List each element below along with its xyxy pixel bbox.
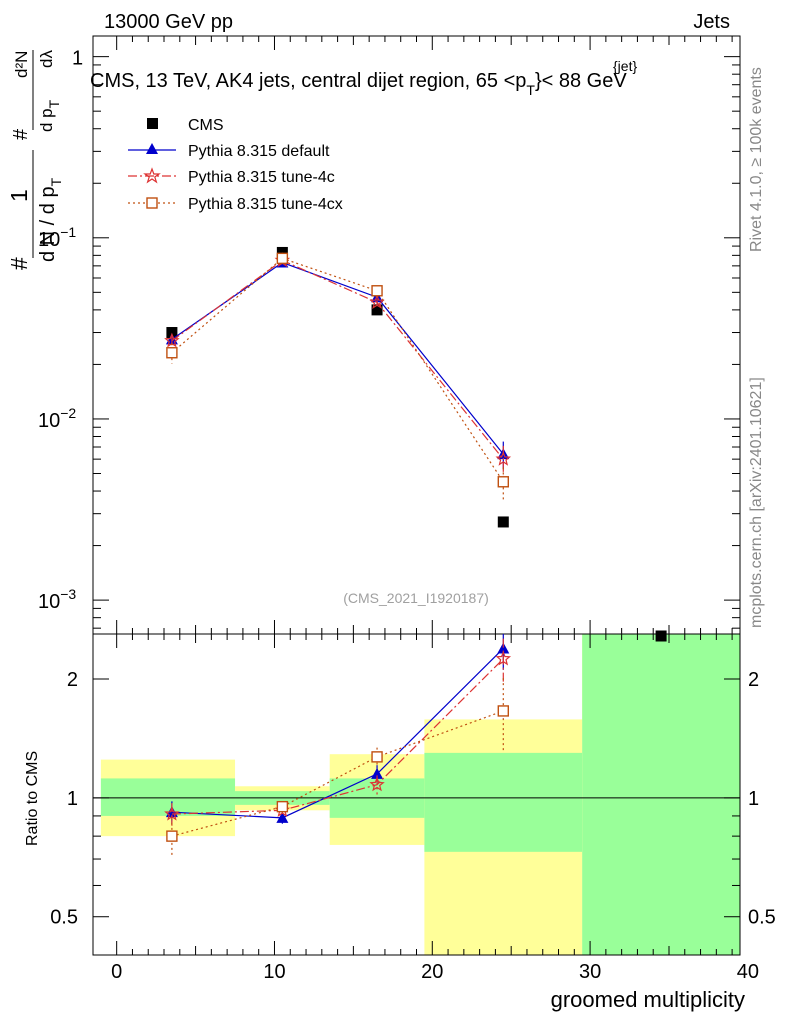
x-tick-label: 10 (263, 961, 285, 983)
ylabel-numerator: 1 (6, 189, 32, 202)
cms-data-point (497, 516, 509, 528)
ylabel-hash1: # (6, 257, 32, 270)
y-tick-label-bottom: 1 (67, 788, 78, 810)
y-tick-label-bottom: 0.5 (50, 907, 78, 929)
y-axis-label-bottom: Ratio to CMS (24, 751, 41, 846)
series-1-line-ratio (171, 658, 504, 815)
series-1-marker-ratio (369, 776, 385, 792)
y-tick-label-top: 10−3 (38, 586, 76, 613)
x-tick-label: 20 (421, 961, 443, 983)
series-0-line-top (171, 261, 504, 455)
series-1-marker-ratio (495, 650, 512, 666)
legend-marker-4cx (146, 197, 158, 209)
x-tick-label: 0 (111, 961, 122, 983)
ylabel-ratio-den: d pT (37, 99, 62, 132)
bottom-panel-frame (92, 633, 741, 956)
series-2-marker-top (276, 252, 289, 265)
ylabel-ratio-end: dλ (37, 50, 56, 68)
legend-marker-cms (147, 118, 158, 129)
ratio-band-inner (424, 752, 583, 852)
mcplots-side-label: mcplots.cern.ch [arXiv:2401.10621] (748, 377, 765, 628)
legend: CMS Pythia 8.315 default Pythia 8.315 tu… (128, 117, 343, 213)
header-left-label: 13000 GeV pp (104, 11, 233, 33)
plot-marks (164, 246, 667, 857)
series-0-line-ratio (171, 648, 504, 819)
rivet-side-label: Rivet 4.1.0, ≥ 100k events (748, 67, 765, 252)
ylabel-hash2: # (10, 128, 32, 140)
chart-title: CMS, 13 TeV, AK4 jets, central dijet reg… (90, 58, 637, 98)
cms-data-point (655, 630, 667, 642)
chart-title-sup: {jet} (613, 58, 637, 74)
chart-title-end: }< 88 GeV (535, 70, 627, 92)
series-2-marker-top (497, 476, 509, 488)
cms-data-point (371, 304, 383, 316)
series-0-marker-ratio (276, 811, 289, 823)
series-1-marker-top (495, 450, 512, 466)
y-tick-label-top: 1 (72, 48, 83, 70)
series-1-line-top (171, 259, 504, 460)
ratio-uncertainty-bands (93, 634, 740, 955)
x-axis-label: groomed multiplicity (551, 987, 745, 1012)
y-tick-label-exponent: −3 (60, 586, 76, 602)
series-0-marker-ratio (497, 642, 510, 654)
y-tick-label-top: 10−2 (38, 405, 76, 432)
legend-label-4cx: Pythia 8.315 tune-4cx (188, 196, 343, 213)
series-2-marker-top (166, 347, 178, 359)
y-tick-label-bottom-right: 0.5 (748, 907, 776, 929)
x-tick-label: 30 (579, 961, 601, 983)
y-tick-label-exponent: −2 (60, 405, 76, 421)
ylabel-ratio-num: d²N (12, 51, 31, 78)
y-axis-label-top: # 1 d N / d pT # d²N d pT dλ (6, 50, 64, 270)
svg-text:CMS, 13 TeV, AK4 jets, central: CMS, 13 TeV, AK4 jets, central dijet reg… (90, 70, 627, 98)
y-tick-label-bottom: 2 (67, 669, 78, 691)
cms-data-point (166, 327, 178, 339)
legend-label-cms: CMS (188, 117, 224, 134)
series-1-marker-ratio (164, 805, 180, 821)
header-right-label: Jets (693, 11, 730, 33)
y-tick-label-exponent: −1 (60, 224, 76, 240)
legend-label-default: Pythia 8.315 default (188, 143, 330, 160)
series-2-marker-ratio (497, 705, 509, 717)
series-0-marker-ratio (371, 767, 384, 779)
y-tick-label-bottom-right: 1 (748, 788, 759, 810)
series-2-marker-ratio (276, 800, 289, 813)
ratio-band-inner (100, 778, 236, 816)
chart-title-sub: T (526, 82, 535, 98)
legend-label-4c: Pythia 8.315 tune-4c (188, 169, 335, 186)
legend-marker-default (146, 143, 158, 154)
chart-title-main: CMS, 13 TeV, AK4 jets, central dijet reg… (90, 70, 526, 92)
x-tick-label: 40 (737, 961, 759, 983)
y-tick-label-bottom-right: 2 (748, 669, 759, 691)
series-2-line-top (171, 257, 504, 483)
ylabel-den-a: d N / d pT (37, 177, 64, 262)
series-2-marker-ratio (371, 751, 383, 763)
legend-marker-4c (143, 167, 161, 184)
series-1-marker-top (369, 294, 385, 309)
ratio-band-inner (582, 634, 740, 955)
analysis-tag: (CMS_2021_I1920187) (343, 590, 489, 606)
series-2-marker-top (371, 285, 383, 297)
series-2-marker-ratio (166, 830, 178, 842)
